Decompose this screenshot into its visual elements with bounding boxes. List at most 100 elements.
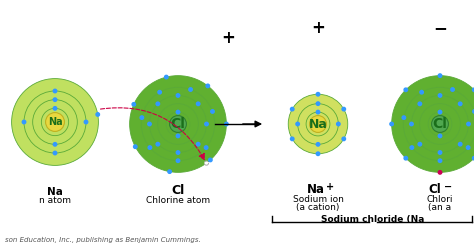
Circle shape (166, 112, 190, 136)
Circle shape (438, 94, 442, 97)
Circle shape (141, 87, 215, 161)
Circle shape (53, 151, 57, 155)
Circle shape (402, 116, 406, 119)
Text: n atom: n atom (39, 196, 71, 205)
Circle shape (473, 156, 474, 160)
Circle shape (158, 104, 198, 144)
Circle shape (140, 116, 144, 119)
Text: Sodium chloride (Na: Sodium chloride (Na (321, 215, 425, 224)
Circle shape (458, 142, 462, 146)
Circle shape (204, 161, 209, 165)
Circle shape (53, 98, 57, 101)
Circle shape (24, 91, 86, 153)
Circle shape (316, 102, 320, 105)
Circle shape (438, 151, 442, 154)
Circle shape (419, 104, 460, 144)
Circle shape (53, 89, 57, 93)
Circle shape (205, 122, 208, 126)
Circle shape (53, 143, 57, 146)
Circle shape (451, 88, 454, 91)
Text: son Education, Inc., publishing as Benjamin Cummings.: son Education, Inc., publishing as Benja… (5, 237, 201, 243)
Circle shape (156, 102, 160, 106)
Text: −: − (433, 19, 447, 37)
Circle shape (156, 142, 160, 146)
Circle shape (466, 146, 470, 149)
Circle shape (458, 102, 462, 106)
Circle shape (410, 122, 413, 126)
Text: +: + (326, 182, 334, 192)
Circle shape (96, 113, 100, 116)
Circle shape (403, 87, 474, 161)
Circle shape (84, 120, 88, 124)
Text: Cl: Cl (428, 183, 441, 196)
Circle shape (418, 102, 421, 106)
Circle shape (206, 84, 210, 88)
Circle shape (298, 104, 338, 144)
Text: Na: Na (47, 187, 63, 197)
Circle shape (392, 76, 474, 172)
Circle shape (310, 116, 327, 132)
Circle shape (438, 110, 442, 114)
Circle shape (11, 79, 99, 165)
Circle shape (473, 88, 474, 92)
Circle shape (390, 122, 393, 126)
Circle shape (316, 143, 320, 146)
Text: Na: Na (309, 118, 328, 130)
Circle shape (176, 110, 180, 114)
Circle shape (296, 122, 300, 126)
Circle shape (431, 116, 448, 132)
Text: +: + (221, 29, 235, 47)
Circle shape (410, 146, 414, 149)
Circle shape (316, 93, 320, 96)
Text: Na: Na (48, 117, 62, 127)
Circle shape (316, 110, 320, 114)
Circle shape (176, 94, 180, 97)
Circle shape (211, 110, 214, 113)
Circle shape (196, 102, 200, 106)
Circle shape (342, 107, 346, 111)
Circle shape (411, 95, 468, 153)
Circle shape (438, 159, 442, 162)
Circle shape (337, 122, 340, 126)
Text: (a cation): (a cation) (296, 203, 340, 212)
Circle shape (404, 156, 408, 160)
Circle shape (158, 91, 161, 94)
Circle shape (204, 146, 208, 149)
Circle shape (164, 75, 168, 79)
Circle shape (189, 88, 192, 91)
Circle shape (467, 122, 470, 126)
Circle shape (176, 159, 180, 162)
Circle shape (53, 107, 57, 110)
Circle shape (291, 137, 294, 141)
Circle shape (46, 113, 64, 131)
Circle shape (41, 108, 69, 136)
Circle shape (149, 95, 207, 153)
Circle shape (418, 142, 421, 146)
Circle shape (22, 120, 26, 124)
Text: Cl: Cl (433, 117, 447, 131)
Circle shape (291, 107, 294, 111)
Circle shape (438, 134, 442, 138)
Text: +: + (311, 19, 325, 37)
Circle shape (134, 145, 137, 149)
Text: Chlori: Chlori (427, 195, 453, 204)
Text: −: − (444, 182, 452, 192)
Text: (an a: (an a (428, 203, 452, 212)
Circle shape (404, 88, 408, 92)
Circle shape (130, 76, 227, 172)
Circle shape (209, 158, 212, 162)
Circle shape (428, 112, 452, 136)
Circle shape (225, 122, 228, 126)
Text: Chlorine atom: Chlorine atom (146, 196, 210, 205)
Circle shape (168, 170, 171, 173)
Circle shape (438, 171, 442, 174)
Circle shape (170, 116, 186, 132)
Circle shape (176, 134, 180, 138)
Circle shape (316, 152, 320, 155)
Circle shape (148, 122, 151, 126)
Text: Na: Na (307, 183, 325, 196)
Circle shape (196, 142, 200, 146)
Circle shape (176, 151, 180, 154)
Circle shape (132, 103, 136, 106)
Circle shape (148, 146, 152, 149)
